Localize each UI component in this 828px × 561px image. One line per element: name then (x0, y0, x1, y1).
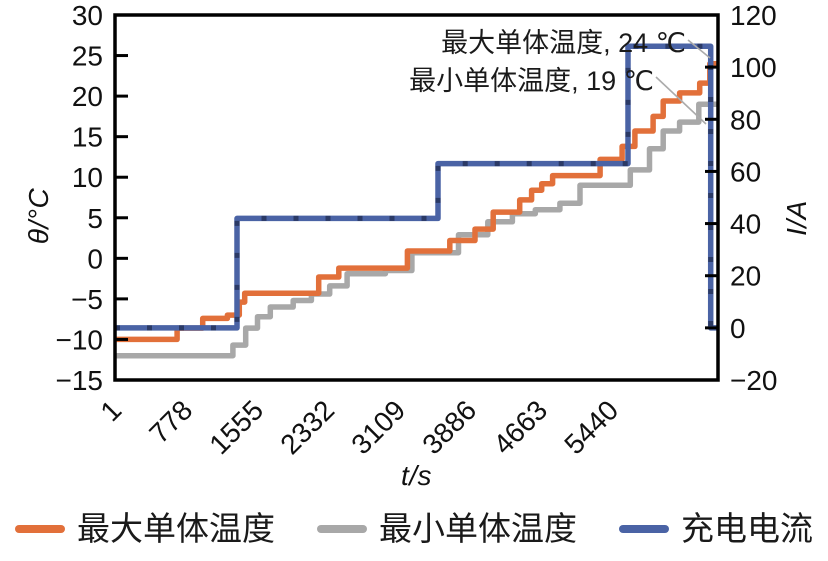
y-right-tick-label: 60 (730, 156, 761, 187)
y-right-tick-label: 40 (730, 209, 761, 240)
x-tick-label: 4663 (487, 394, 553, 460)
y-right-tick-label: 100 (730, 52, 777, 83)
y-left-tick-label: 25 (72, 41, 103, 72)
x-tick-label: 778 (143, 394, 198, 449)
y-right-tick-label: 20 (730, 261, 761, 292)
annotation-leader-min (655, 76, 707, 125)
y-right-tick-label: 120 (730, 0, 777, 31)
y-right-tick-label: 0 (730, 313, 746, 344)
x-tick-label: 2332 (274, 394, 340, 460)
charge-current-line-swatch (619, 524, 669, 533)
min-temp-line-swatch (317, 524, 367, 533)
legend-label: 充电电流 (681, 510, 813, 547)
y-left-tick-label: 10 (72, 162, 103, 193)
y-right-tick-label: 80 (730, 104, 761, 135)
legend-label: 最大单体温度 (77, 510, 275, 547)
legend-label: 最小单体温度 (379, 510, 577, 547)
y-left-tick-label: 0 (87, 243, 103, 274)
series-min-temp-line (115, 101, 718, 359)
series-charge-current-line (115, 43, 718, 331)
legend-item-charge-current: 充电电流 (619, 512, 813, 545)
legend-item-max-temp: 最大单体温度 (15, 512, 275, 545)
x-tick-label: 3109 (345, 394, 411, 460)
x-tick-label: 1 (94, 394, 127, 427)
legend-item-min-temp: 最小单体温度 (317, 512, 577, 545)
annotation-min-temp: 最小单体温度, 19 ℃ (409, 66, 654, 96)
x-tick-label: 1555 (203, 394, 269, 460)
annotation-leader-max (687, 39, 711, 59)
y-left-tick-label: −5 (71, 284, 103, 315)
y-left-tick-label: −15 (56, 365, 104, 396)
y-left-tick-label: 5 (87, 203, 103, 234)
y-axis-title-left: θ/°C (23, 187, 54, 245)
y-left-tick-label: −10 (56, 324, 104, 355)
y-right-tick-label: −20 (730, 365, 778, 396)
annotation-max-temp: 最大单体温度, 24 ℃ (441, 28, 686, 58)
y-left-tick-label: 15 (72, 122, 103, 153)
max-temp-line-swatch (15, 524, 65, 533)
x-tick-label: 5440 (558, 394, 624, 460)
legend: 最大单体温度 最小单体温度 充电电流 (0, 512, 828, 545)
x-axis-title: t/s (400, 460, 433, 491)
plot-frame (113, 13, 720, 382)
y-left-tick-label: 20 (72, 81, 103, 112)
y-left-tick-label: 30 (72, 0, 103, 31)
y-axis-title-right: I/A (781, 200, 812, 236)
x-tick-label: 3886 (416, 394, 482, 460)
